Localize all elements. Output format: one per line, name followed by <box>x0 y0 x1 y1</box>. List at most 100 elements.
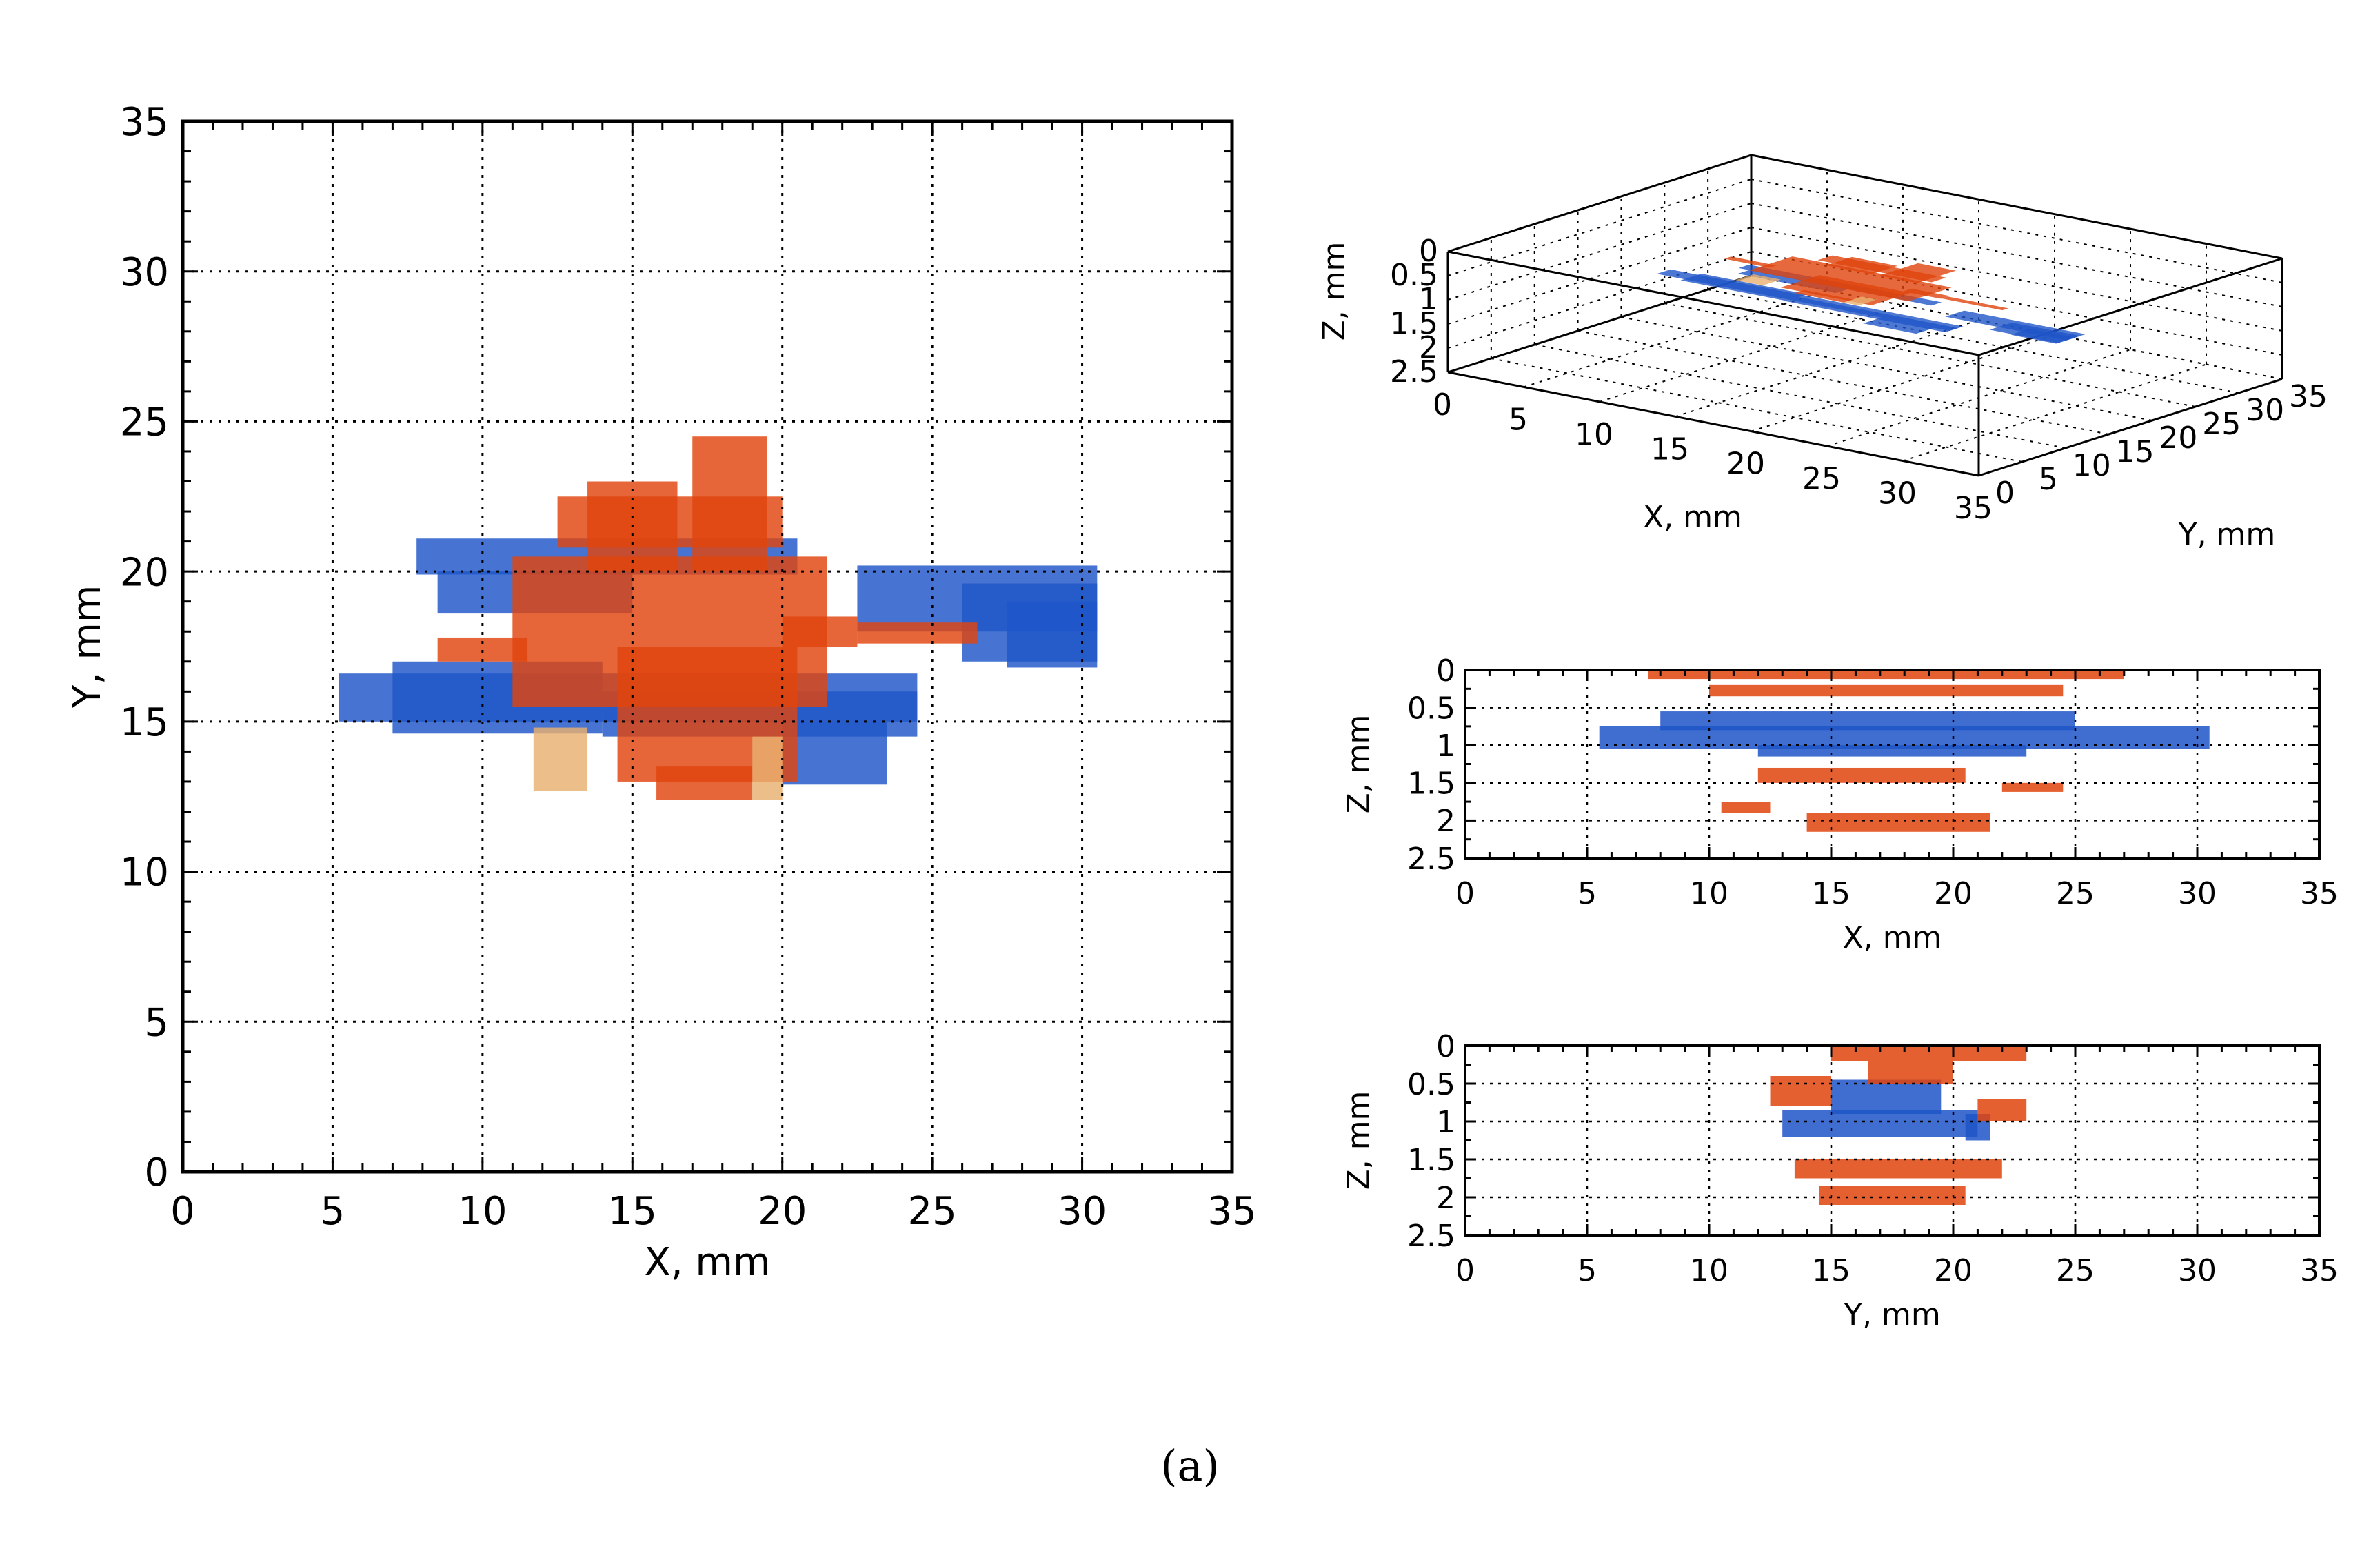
yz-view-region-s1-2 <box>1770 1076 1831 1106</box>
xz-view-region-s0-2 <box>1757 745 2027 757</box>
yz-view-xtick-label-30: 30 <box>2178 1253 2217 1288</box>
3d-xtick-label-15: 15 <box>1651 431 1689 467</box>
xy-view-region-s1-2 <box>656 766 753 800</box>
yz-view-region-s1-1 <box>1868 1061 1953 1084</box>
3d-edge-left-bottom <box>1447 274 1752 374</box>
3d-ztick-label-5: 2.5 <box>1390 354 1438 389</box>
3d-ztick-label-1: 0.5 <box>1390 258 1438 293</box>
3d-xtick-label-10: 10 <box>1575 417 1613 452</box>
3d-xtick-label-25: 25 <box>1802 461 1841 496</box>
yz-view-xtick-label-25: 25 <box>2056 1253 2095 1288</box>
3d-edge-front-bottom <box>1447 371 1979 477</box>
yz-view-ytick-label-2: 2 <box>1436 1181 1455 1216</box>
yz-view-ytick-label-1: 1 <box>1436 1105 1455 1140</box>
3d-ytick-label-30: 30 <box>2246 393 2284 428</box>
3d-edge-right-top <box>1978 257 2283 356</box>
xz-view-ytick-label-2.5: 2.5 <box>1407 842 1455 877</box>
xy-view-plot: 0 5 10 15 20 25 30 35 0 5 10 15 20 25 30 35 X, mm Y, mm <box>65 100 1257 1285</box>
xy-view-xtick-label-5: 5 <box>321 1189 345 1234</box>
yz-view-region-s1-5 <box>1819 1186 1966 1205</box>
xz-view-region-s1-3 <box>1806 813 1990 832</box>
3d-region-s1-8 <box>1724 256 1777 268</box>
3d-edge-back-top <box>1751 154 2283 260</box>
3d-region-s1-6 <box>1903 288 1950 299</box>
xy-view-xlabel: X, mm <box>644 1240 770 1285</box>
3d-ztick-label-0: 0 <box>1419 234 1438 269</box>
xz-view-xtick-label-0: 0 <box>1455 876 1475 911</box>
xy-view-region-s0-8 <box>1007 601 1098 668</box>
yz-view-xtick-label-15: 15 <box>1812 1253 1850 1288</box>
yz-view-region-s0-1 <box>1831 1079 1942 1114</box>
3d-edge-left-top <box>1447 154 1752 253</box>
xy-view-axes-frame <box>181 119 1234 1174</box>
xy-view-ytick-label-20: 20 <box>120 550 169 595</box>
xz-view-ytick-label-1: 1 <box>1436 729 1455 764</box>
3d-grid-floor-x-30 <box>1902 363 2207 462</box>
xz-view-ylabel: Z, mm <box>1341 715 1376 814</box>
3d-grid-zy-4 <box>1447 251 1752 349</box>
xy-view-region-s2-0 <box>533 727 588 791</box>
3d-grid-floor-y-10 <box>1534 344 2066 449</box>
3d-grid-floor-x-15 <box>1675 319 1979 418</box>
3d-view-plot: 0 5 10 15 20 25 30 35 0 5 10 15 20 25 30 3500.511.522.5… <box>1317 154 2328 552</box>
yz-view-ytick-label-0.5: 0.5 <box>1407 1067 1455 1102</box>
3d-grid-floor-x-20 <box>1751 334 2055 432</box>
3d-xtick-label-0: 0 <box>1433 387 1452 423</box>
3d-region-s0-5 <box>1863 317 1935 334</box>
xz-view-region-s1-1 <box>1709 684 2064 697</box>
3d-xtick-label-5: 5 <box>1509 402 1528 437</box>
xy-view-region-s1-7 <box>857 622 978 644</box>
yz-view-xlabel: Y, mm <box>1843 1297 1941 1332</box>
3d-ytick-label-15: 15 <box>2116 434 2155 469</box>
3d-ytick-label-0: 0 <box>1995 476 2015 511</box>
3d-region-s0-8 <box>2010 328 2075 344</box>
xz-view-xtick-label-20: 20 <box>1934 876 1973 911</box>
xy-view-xtick-label-15: 15 <box>608 1189 657 1234</box>
3d-region-s0-4 <box>1786 297 1959 332</box>
xy-view-xtick-label-0: 0 <box>170 1189 195 1234</box>
xz-view-xtick-label-15: 15 <box>1812 876 1850 911</box>
xz-view-xtick-label-25: 25 <box>2056 876 2095 911</box>
yz-view-region-s1-3 <box>1977 1099 2027 1121</box>
xy-view-region-s1-5 <box>557 496 783 548</box>
3d-grid-floor-y-25 <box>1664 303 2196 407</box>
xz-view-region-s1-4 <box>1721 802 1771 813</box>
xy-view-xtick-label-25: 25 <box>908 1189 957 1234</box>
xy-view-region-s1-6 <box>782 616 858 647</box>
3d-ytick-label-25: 25 <box>2202 407 2241 442</box>
3d-region-s2-1 <box>1843 296 1877 306</box>
3d-xtick-label-20: 20 <box>1726 447 1765 482</box>
xy-view-ytick-label-15: 15 <box>120 700 169 745</box>
3d-region-s0-3 <box>1680 274 1808 301</box>
xz-view-xtick-label-35: 35 <box>2300 876 2339 911</box>
yz-view-ytick-label-0: 0 <box>1436 1029 1455 1064</box>
3d-grid-zy-3 <box>1447 227 1752 325</box>
yz-view-xtick-label-10: 10 <box>1690 1253 1728 1288</box>
xy-view-xtick-label-10: 10 <box>458 1189 507 1234</box>
xz-view-region-s1-2 <box>1757 767 1966 783</box>
xy-view-ytick-label-30: 30 <box>120 250 169 295</box>
3d-edge-right-bottom <box>1978 378 2283 477</box>
yz-view-ytick-label-1.5: 1.5 <box>1407 1143 1455 1178</box>
xy-view-xtick-label-35: 35 <box>1207 1189 1256 1234</box>
3d-grid-floor-x-10 <box>1599 304 1904 403</box>
3d-edge-front-top <box>1447 250 1979 356</box>
yz-view-xtick-label-5: 5 <box>1577 1253 1597 1288</box>
xy-view-ytick-label-35: 35 <box>120 100 169 145</box>
xy-view-ylabel: Y, mm <box>65 585 110 709</box>
3d-ytick-label-5: 5 <box>2039 462 2058 497</box>
yz-view-ylabel: Z, mm <box>1341 1091 1376 1190</box>
3d-region-s2-0 <box>1735 274 1782 286</box>
xy-view-ytick-label-0: 0 <box>144 1150 169 1195</box>
xy-view-xtick-label-30: 30 <box>1058 1189 1107 1234</box>
xz-view-xtick-label-5: 5 <box>1577 876 1597 911</box>
3d-grid-floor-x-5 <box>1523 289 1828 388</box>
yz-view-xtick-label-35: 35 <box>2300 1253 2339 1288</box>
3d-xtick-label-35: 35 <box>1954 491 1993 526</box>
3d-grid-floor-y-30 <box>1707 289 2239 394</box>
xz-view-ytick-label-2: 2 <box>1436 804 1455 839</box>
3d-zlabel: Z, mm <box>1317 242 1352 341</box>
3d-region-s1-5 <box>1817 255 1946 283</box>
3d-ytick-label-10: 10 <box>2073 448 2111 483</box>
figure-caption: (a) <box>1160 1441 1220 1491</box>
